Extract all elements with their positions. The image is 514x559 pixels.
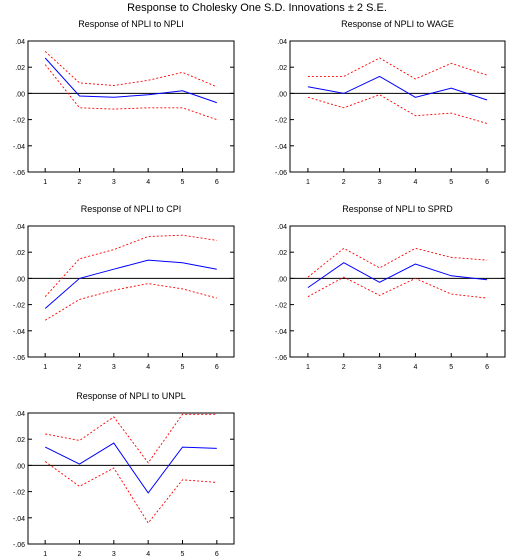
x-tick-label: 3 <box>112 364 116 371</box>
response-line <box>44 442 217 494</box>
response-line <box>44 259 217 309</box>
x-tick-label: 5 <box>449 179 453 186</box>
response-line <box>307 262 488 289</box>
plot-frame <box>27 40 235 173</box>
x-tick-label: 6 <box>215 179 219 186</box>
y-tick-label: -.02 <box>13 303 25 310</box>
x-tick-label: 6 <box>485 364 489 371</box>
x-tick-label: 1 <box>43 364 47 371</box>
y-tick-label: .02 <box>277 65 287 72</box>
x-tick-label: 1 <box>306 364 310 371</box>
y-tick-label: -.06 <box>13 170 25 177</box>
y-tick-label: .04 <box>15 39 25 46</box>
y-tick-label: .02 <box>277 250 287 257</box>
lower-band-line <box>307 94 488 124</box>
plot-frame <box>289 225 506 358</box>
upper-band-line <box>44 51 217 88</box>
plot-frame <box>289 40 506 173</box>
plot-frame <box>27 412 235 545</box>
x-tick-label: 6 <box>215 551 219 558</box>
y-tick-label: .00 <box>15 463 25 470</box>
x-tick-label: 1 <box>43 551 47 558</box>
x-tick-label: 2 <box>78 179 82 186</box>
response-line <box>44 57 217 104</box>
y-tick-label: .00 <box>15 276 25 283</box>
y-tick-label: -.04 <box>13 516 25 523</box>
x-tick-label: 2 <box>78 551 82 558</box>
irf-panel-5: Response of NPLI to UNPL .04 .02 .00 -.02 -.0… <box>13 391 235 558</box>
lower-band-line <box>44 461 217 524</box>
y-tick-label: -.02 <box>13 490 25 497</box>
y-tick-label: .04 <box>15 224 25 231</box>
x-tick-label: 5 <box>449 364 453 371</box>
x-tick-label: 3 <box>112 551 116 558</box>
x-tick-label: 3 <box>112 179 116 186</box>
y-tick-label: -.04 <box>13 144 25 151</box>
y-tick-label: -.06 <box>275 355 287 362</box>
x-tick-label: 4 <box>413 179 417 186</box>
x-tick-label: 4 <box>146 364 150 371</box>
x-tick-label: 4 <box>146 551 150 558</box>
panel-title: Response of NPLI to UNPL <box>76 391 186 401</box>
y-tick-label: .02 <box>15 65 25 72</box>
x-tick-label: 5 <box>181 179 185 186</box>
y-tick-label: .00 <box>277 91 287 98</box>
x-tick-label: 3 <box>378 364 382 371</box>
x-tick-label: 3 <box>378 179 382 186</box>
y-tick-label: -.04 <box>13 329 25 336</box>
irf-panel-4: Response of NPLI to SPRD .04 .02 .00 -.02 -.0… <box>275 204 506 371</box>
y-tick-label: .02 <box>15 437 25 444</box>
y-tick-label: -.06 <box>275 170 287 177</box>
y-tick-label: .04 <box>277 224 287 231</box>
y-tick-label: -.02 <box>13 118 25 125</box>
x-tick-label: 4 <box>146 179 150 186</box>
panel-title: Response of NPLI to CPI <box>81 204 182 214</box>
x-tick-label: 4 <box>413 364 417 371</box>
lower-band-line <box>44 64 217 121</box>
y-tick-label: -.06 <box>13 355 25 362</box>
lower-band-line <box>44 283 217 321</box>
upper-band-line <box>307 57 488 80</box>
x-tick-label: 2 <box>342 179 346 186</box>
response-line <box>307 75 488 101</box>
x-tick-label: 1 <box>306 179 310 186</box>
y-tick-label: -.06 <box>13 542 25 549</box>
y-tick-label: .04 <box>15 411 25 418</box>
panel-title: Response of NPLI to SPRD <box>342 204 453 214</box>
upper-band-line <box>44 234 217 298</box>
lower-band-line <box>307 276 488 299</box>
x-tick-label: 5 <box>181 364 185 371</box>
irf-panel-2: Response of NPLI to WAGE .04 .02 .00 -.02 -.0… <box>275 19 506 186</box>
x-tick-label: 6 <box>215 364 219 371</box>
y-tick-label: .00 <box>15 91 25 98</box>
y-tick-label: -.02 <box>275 118 287 125</box>
x-tick-label: 5 <box>181 551 185 558</box>
upper-band-line <box>45 413 217 464</box>
y-tick-label: -.04 <box>275 144 287 151</box>
panel-title: Response of NPLI to WAGE <box>341 19 454 29</box>
plot-frame <box>27 225 235 358</box>
irf-panel-3: Response of NPLI to CPI .04 .02 .00 -.02 -.04… <box>13 204 235 371</box>
x-tick-label: 2 <box>342 364 346 371</box>
x-tick-label: 2 <box>78 364 82 371</box>
panel-title: Response of NPLI to NPLI <box>78 19 184 29</box>
y-tick-label: -.02 <box>275 303 287 310</box>
x-tick-label: 1 <box>43 179 47 186</box>
y-tick-label: .02 <box>15 250 25 257</box>
figure-title: Response to Cholesky One S.D. Innovation… <box>127 2 387 14</box>
y-tick-label: -.04 <box>275 329 287 336</box>
irf-panel-1: Response of NPLI to NPLI .04 .02 .00 -.02 -.0… <box>13 19 235 186</box>
y-tick-label: .04 <box>277 39 287 46</box>
y-tick-label: .00 <box>277 276 287 283</box>
x-tick-label: 6 <box>485 179 489 186</box>
